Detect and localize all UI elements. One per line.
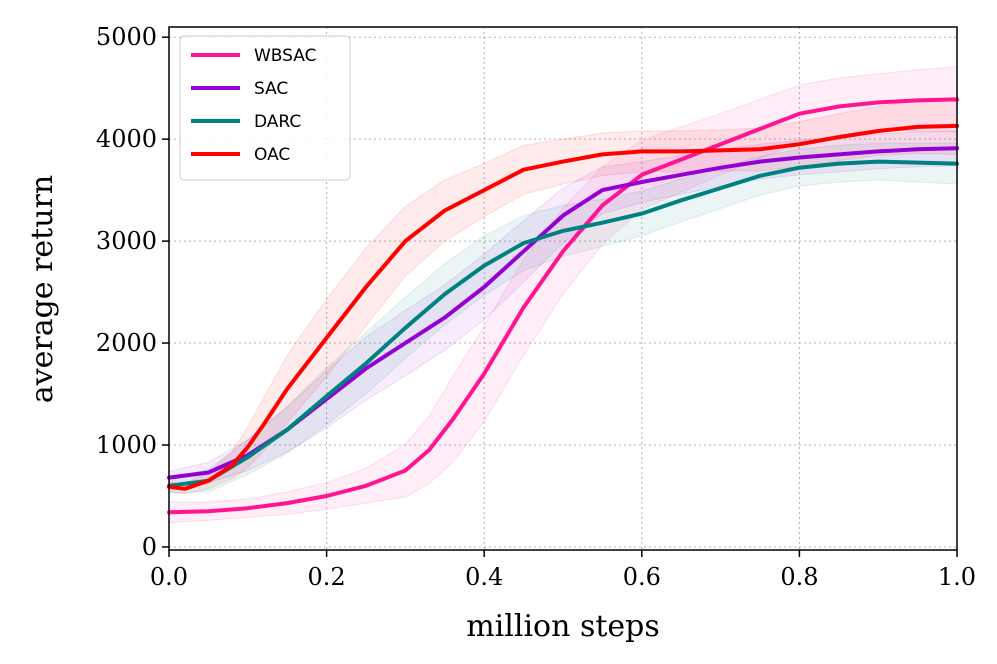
- legend-label-wbsac: WBSAC: [254, 46, 316, 66]
- y-tick-label: 2000: [96, 329, 157, 357]
- axis-ticks: 0.0 0.2 0.4 0.6 0.8 1.0 0 1000 2000 3000 4000 5000: [96, 23, 976, 591]
- plot-frame: [168, 26, 958, 551]
- x-tick-label: 0.6: [623, 563, 661, 591]
- y-axis-title: average return: [25, 175, 60, 403]
- x-tick-label: 0.8: [780, 563, 818, 591]
- legend-label-oac: OAC: [254, 145, 290, 165]
- series-line-oac: [167, 123, 959, 491]
- x-tick-label: 1.0: [938, 563, 976, 591]
- x-tick-label: 0.2: [308, 563, 346, 591]
- x-tick-label: 0.4: [465, 563, 503, 591]
- y-tick-label: 0: [142, 533, 157, 561]
- series-line-wbsac: [167, 97, 959, 515]
- series-lines: [167, 97, 959, 515]
- y-tick-label: 4000: [96, 125, 157, 153]
- legend-label-darc: DARC: [254, 112, 301, 132]
- series-line-darc: [167, 159, 959, 488]
- y-tick-label: 3000: [96, 227, 157, 255]
- legend-label-sac: SAC: [254, 79, 288, 99]
- x-tick-label: 0.0: [150, 563, 188, 591]
- legend-box: [179, 35, 351, 181]
- x-axis-title: million steps: [466, 609, 660, 644]
- y-tick-label: 1000: [96, 431, 157, 459]
- legend: WBSAC SAC DARC OAC: [179, 35, 351, 181]
- y-tick-label: 5000: [96, 23, 157, 51]
